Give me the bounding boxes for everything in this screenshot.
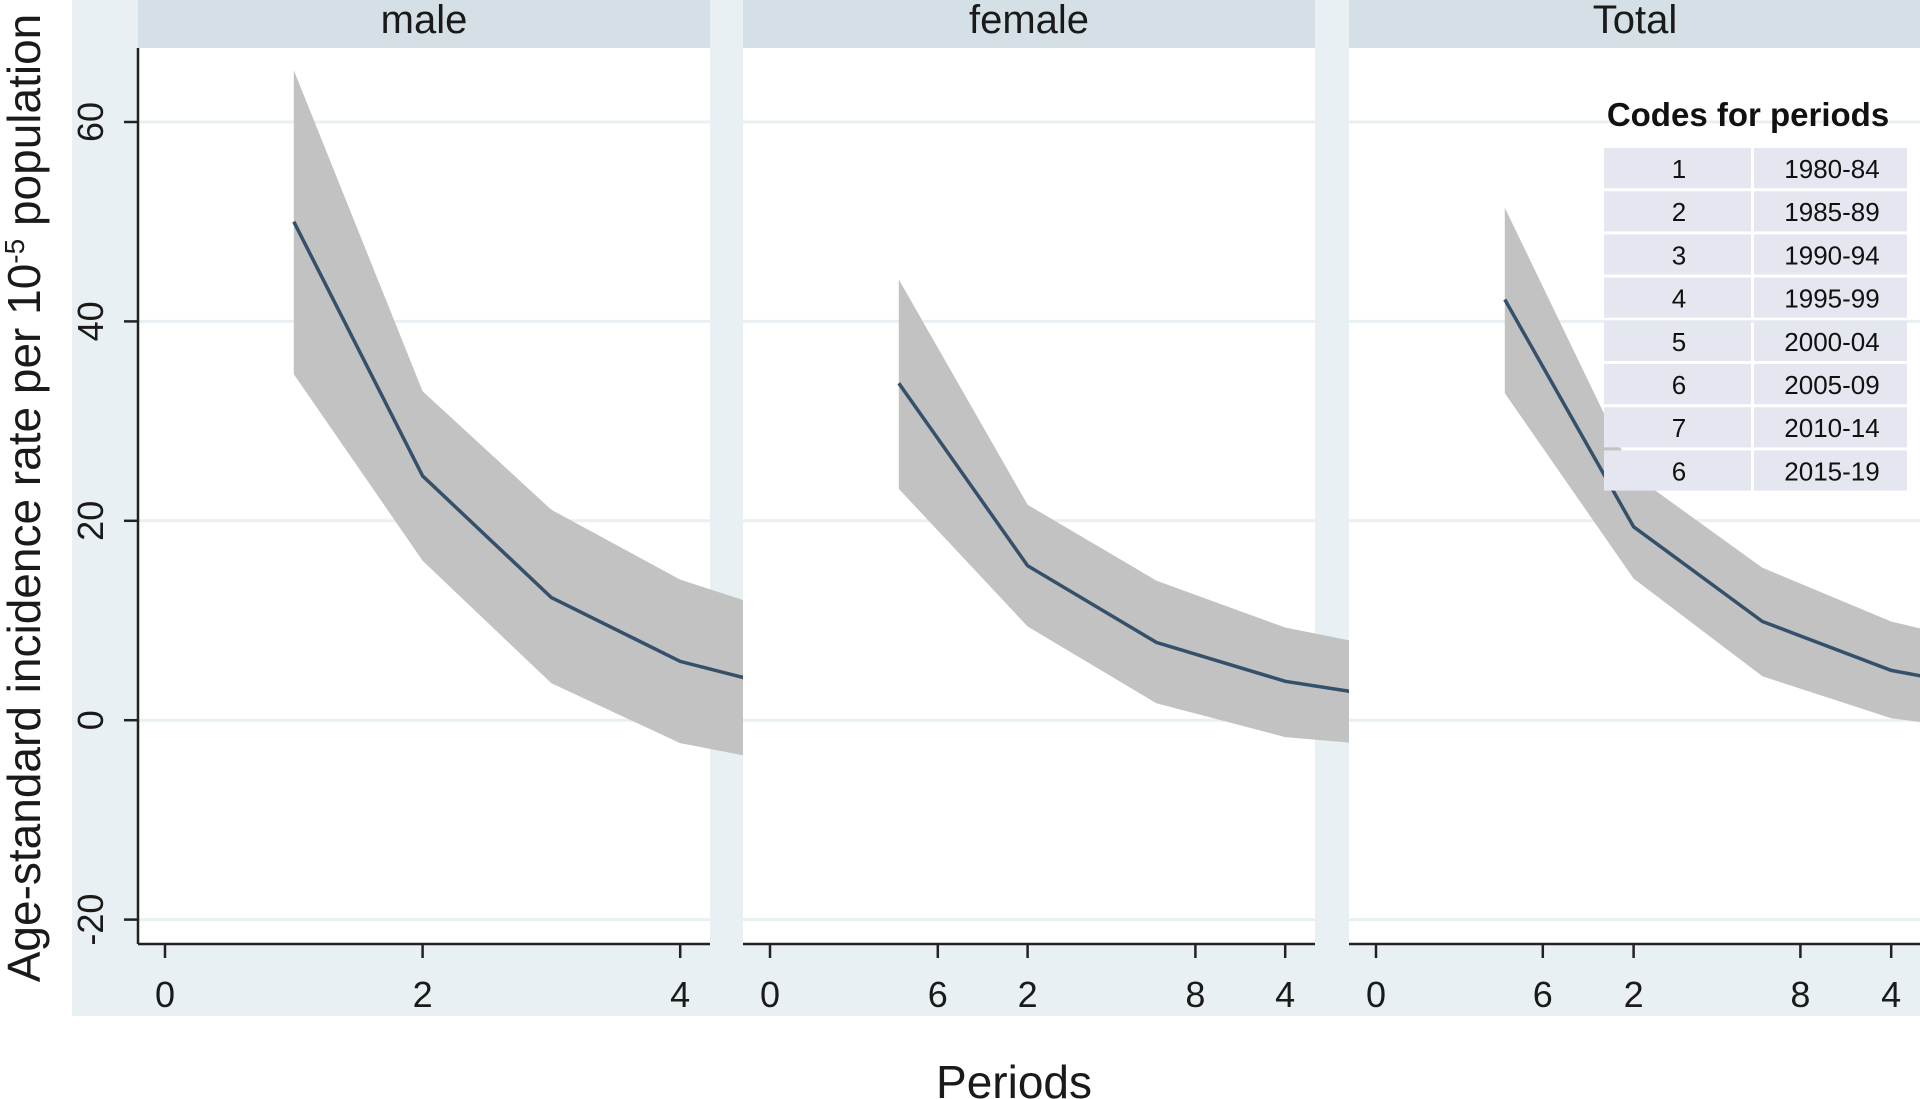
codes-table-cell-bg <box>1754 191 1907 232</box>
codes-table-cell-bg <box>1604 191 1751 232</box>
codes-table-period: 1985-89 <box>1784 197 1879 227</box>
codes-table-row: 7 2010-14 <box>1604 407 1907 448</box>
codes-table-row: 2 1985-89 <box>1604 191 1907 232</box>
x-tick-label: 8 <box>1790 974 1810 1015</box>
x-tick-label: 2 <box>1624 974 1644 1015</box>
x-tick-label: 0 <box>155 974 175 1015</box>
codes-table-cell-bg <box>1604 364 1751 405</box>
y-axis-title: Age-standard incidence rate per 10-5 pop… <box>0 14 50 983</box>
codes-table-cell-bg <box>1604 277 1751 318</box>
codes-table-cell-bg <box>1754 277 1907 318</box>
codes-for-periods-table: Codes for periods 1 1980-84 2 1985-89 3 1990-… <box>1604 96 1907 491</box>
panel-female: female 0 2 4 6 8 <box>743 0 1810 1015</box>
plot-area <box>743 48 1315 944</box>
confidence-band <box>1504 207 1920 723</box>
codes-table-cell-bg <box>1604 234 1751 275</box>
codes-table-period: 1995-99 <box>1784 284 1879 314</box>
codes-table-cell-bg <box>1754 320 1907 361</box>
panel-strip <box>743 0 1315 48</box>
panel-title: female <box>969 0 1089 42</box>
codes-table-code: 1 <box>1672 154 1686 184</box>
codes-table-code: 3 <box>1672 240 1686 270</box>
codes-table-period: 2000-04 <box>1784 327 1879 357</box>
x-tick-label: 4 <box>1275 974 1295 1015</box>
codes-table-cell-bg <box>1754 364 1907 405</box>
y-tick-label: 60 <box>70 102 111 142</box>
y-tick-label: -20 <box>70 894 111 946</box>
x-tick-label: 0 <box>1366 974 1386 1015</box>
codes-table-cell-bg <box>1604 148 1751 189</box>
codes-table-row: 6 2015-19 <box>1604 450 1907 491</box>
codes-table-row: 6 2005-09 <box>1604 364 1907 405</box>
codes-table-period: 2005-09 <box>1784 370 1879 400</box>
panel-strip <box>1349 0 1920 48</box>
codes-table-code: 5 <box>1672 327 1686 357</box>
x-axis-title: Periods <box>936 1056 1092 1099</box>
panel-title: Total <box>1593 0 1678 42</box>
panel-male: male 0 2 4 6 8 <box>138 0 1205 1015</box>
y-tick-label: 40 <box>70 301 111 341</box>
codes-table-period: 1980-84 <box>1784 154 1879 184</box>
codes-table-code: 6 <box>1672 456 1686 486</box>
codes-table-code: 7 <box>1672 413 1686 443</box>
codes-table-code: 4 <box>1672 284 1686 314</box>
y-axis: -20 0 20 40 60 <box>70 48 140 946</box>
codes-table-row: 3 1990-94 <box>1604 234 1907 275</box>
y-tick-label: 20 <box>70 501 111 541</box>
codes-table-cell-bg <box>1754 407 1907 448</box>
x-tick-label: 4 <box>1881 974 1901 1015</box>
confidence-band <box>898 279 1801 782</box>
codes-table-row: 1 1980-84 <box>1604 148 1907 189</box>
x-tick-label: 2 <box>413 974 433 1015</box>
x-tick-label: 8 <box>1185 974 1205 1015</box>
codes-table-code: 6 <box>1672 370 1686 400</box>
x-tick-label: 4 <box>670 974 690 1015</box>
x-tick-label: 6 <box>1533 974 1553 1015</box>
codes-table-cell-bg <box>1754 234 1907 275</box>
x-tick-label: 6 <box>928 974 948 1015</box>
x-tick-label: 2 <box>1018 974 1038 1015</box>
codes-table-cell-bg <box>1604 320 1751 361</box>
codes-table-title: Codes for periods <box>1607 96 1889 133</box>
y-tick-label: 0 <box>70 710 111 730</box>
codes-table-cell-bg <box>1604 407 1751 448</box>
panel-title: male <box>381 0 468 42</box>
confidence-band <box>293 70 1196 809</box>
codes-table-cell-bg <box>1754 450 1907 491</box>
codes-table-cell-bg <box>1754 148 1907 189</box>
panel-strip <box>138 0 710 48</box>
codes-table-period: 2010-14 <box>1784 413 1879 443</box>
codes-table-code: 2 <box>1672 197 1686 227</box>
codes-table-period: 1990-94 <box>1784 240 1879 270</box>
codes-table-row: 5 2000-04 <box>1604 320 1907 361</box>
x-tick-label: 0 <box>760 974 780 1015</box>
codes-table-cell-bg <box>1604 450 1751 491</box>
codes-table-row: 4 1995-99 <box>1604 277 1907 318</box>
fitted-line <box>1503 298 1920 678</box>
codes-table-period: 2015-19 <box>1784 456 1879 486</box>
